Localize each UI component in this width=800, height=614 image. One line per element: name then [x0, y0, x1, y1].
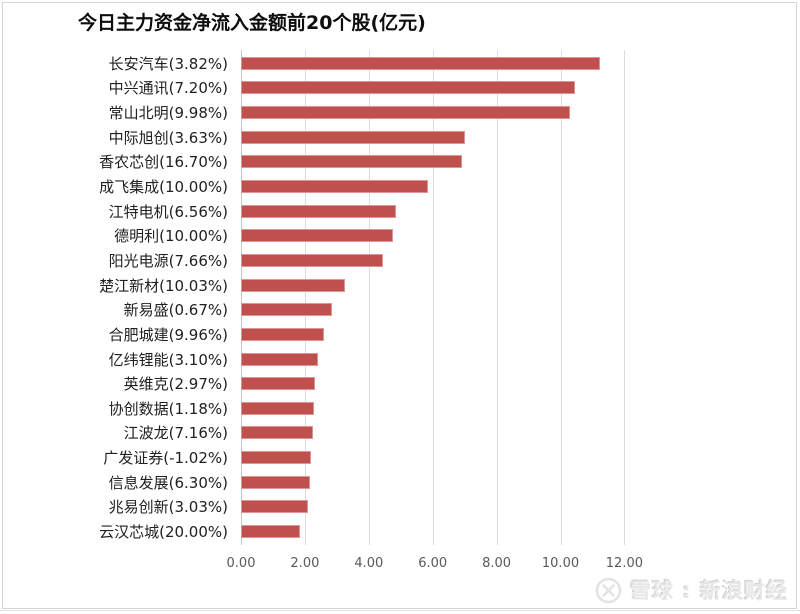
bar	[241, 204, 396, 218]
bar	[241, 524, 301, 538]
bar-row: 信息发展(6.30%)	[0, 470, 780, 495]
bar-row: 中兴通讯(7.20%)	[0, 76, 780, 101]
bar-row: 常山北明(9.98%)	[0, 100, 780, 125]
x-gridline	[624, 50, 626, 545]
bar	[241, 327, 324, 341]
bar-row: 协创数据(1.18%)	[0, 396, 780, 421]
bar	[241, 377, 315, 391]
x-tick-label: 6.00	[418, 556, 448, 571]
bar-row: 阳光电源(7.66%)	[0, 248, 780, 273]
bar-row: 江波龙(7.16%)	[0, 421, 780, 446]
bar	[241, 155, 462, 169]
bar	[241, 56, 601, 70]
category-label: 信息发展(6.30%)	[108, 473, 228, 492]
watermark: 雪球 : 新浪财经	[594, 575, 788, 605]
bar-row: 长安汽车(3.82%)	[0, 51, 780, 76]
category-label: 协创数据(1.18%)	[108, 399, 228, 418]
x-gridline	[496, 50, 498, 545]
bar-row: 新易盛(0.67%)	[0, 297, 780, 322]
x-gridline	[432, 50, 434, 545]
category-label: 中兴通讯(7.20%)	[108, 79, 228, 98]
bar-row: 成飞集成(10.00%)	[0, 174, 780, 199]
category-label: 江特电机(6.56%)	[108, 202, 228, 221]
category-label: 合肥城建(9.96%)	[108, 325, 228, 344]
bar	[241, 180, 428, 194]
bar-row: 香农芯创(16.70%)	[0, 150, 780, 175]
bar	[241, 426, 314, 440]
x-gridline	[560, 50, 562, 545]
bar-row: 江特电机(6.56%)	[0, 199, 780, 224]
category-label: 常山北明(9.98%)	[108, 104, 228, 123]
category-label: 德明利(10.00%)	[114, 227, 228, 246]
x-tick-label: 12.00	[605, 556, 643, 571]
bar-row: 亿纬锂能(3.10%)	[0, 347, 780, 372]
category-label: 江波龙(7.16%)	[123, 424, 228, 443]
x-tick-label: 8.00	[482, 556, 512, 571]
frame-bottom-edge	[0, 610, 800, 611]
bar	[241, 303, 332, 317]
category-label: 兆易创新(3.03%)	[108, 498, 228, 517]
bar	[241, 229, 393, 243]
bar	[241, 130, 465, 144]
bar-row: 兆易创新(3.03%)	[0, 495, 780, 520]
y-axis-line	[241, 50, 242, 545]
category-label: 亿纬锂能(3.10%)	[108, 350, 228, 369]
bar-row: 德明利(10.00%)	[0, 223, 780, 248]
bar	[241, 475, 311, 489]
bar-rows: 长安汽车(3.82%) 中兴通讯(7.20%) 常山北明(9.98%) 中际旭创(3.…	[0, 51, 780, 544]
bar-row: 云汉芯城(20.00%)	[0, 519, 780, 544]
xueqiu-snowball-logo-icon	[594, 576, 623, 605]
x-gridline	[368, 50, 370, 545]
category-label: 楚江新材(10.03%)	[99, 276, 228, 295]
x-tick-label: 2.00	[290, 556, 320, 571]
bar	[241, 106, 571, 120]
category-label: 广发证券(-1.02%)	[103, 449, 228, 468]
bar-row: 英维克(2.97%)	[0, 371, 780, 396]
category-label: 长安汽车(3.82%)	[108, 54, 228, 73]
category-label: 云汉芯城(20.00%)	[99, 522, 228, 541]
bar-row: 合肥城建(9.96%)	[0, 322, 780, 347]
bar	[241, 278, 345, 292]
category-label: 阳光电源(7.66%)	[108, 251, 228, 270]
bar-row: 广发证券(-1.02%)	[0, 445, 780, 470]
x-tick-label: 0.00	[226, 556, 256, 571]
category-label: 香农芯创(16.70%)	[99, 153, 228, 172]
bar-row: 中际旭创(3.63%)	[0, 125, 780, 150]
x-tick-label: 10.00	[541, 556, 580, 571]
category-label: 英维克(2.97%)	[123, 375, 228, 394]
bar	[241, 81, 576, 95]
x-gridline	[304, 50, 306, 545]
bar	[241, 401, 314, 415]
bar	[241, 352, 319, 366]
bar	[241, 451, 312, 465]
chart-title: 今日主力资金净流入金额前20个股(亿元)	[78, 12, 426, 34]
bar	[241, 500, 308, 514]
x-tick-label: 4.00	[354, 556, 384, 571]
bar-row: 楚江新材(10.03%)	[0, 273, 780, 298]
category-label: 中际旭创(3.63%)	[108, 128, 228, 147]
category-label: 成飞集成(10.00%)	[99, 178, 228, 197]
category-label: 新易盛(0.67%)	[123, 301, 228, 320]
watermark-text: 雪球 : 新浪财经	[629, 579, 788, 603]
bar	[241, 253, 384, 267]
